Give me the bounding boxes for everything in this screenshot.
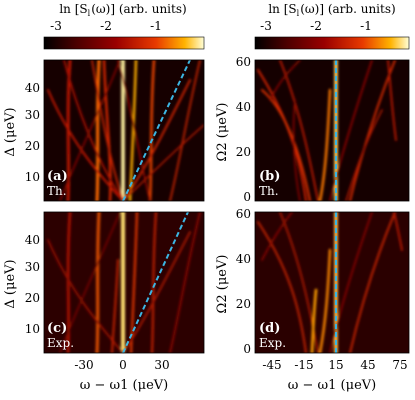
colorbar-left-tick-3: -1 [150, 19, 162, 33]
y-tick-d-20: 20 [236, 297, 251, 311]
colorbar-right: ln [Sl(ω)] (arb. units) -3 -2 -1 [254, 2, 410, 50]
y-tick-b-20: 20 [236, 145, 251, 159]
x-tick-right-15: 15 [328, 358, 343, 372]
left-xlabel: ω − ω1 (μeV) [80, 378, 168, 393]
panel-d-tag: (d) [259, 321, 280, 336]
colorbar-left-gradient [43, 36, 205, 50]
y-tick-a-20: 20 [25, 139, 40, 153]
panel-d-heatmap [255, 212, 409, 353]
y-tick-b-0: 0 [243, 190, 251, 204]
x-tick-left-minus30: -30 [74, 358, 93, 372]
y-tick-c-10: 10 [25, 322, 40, 336]
y-tick-d-40: 40 [236, 252, 251, 266]
colorbar-left-tick-1: -3 [50, 19, 62, 33]
y-tick-d-0: 0 [243, 342, 251, 356]
panel-a-heatmap [44, 60, 204, 201]
panel-c-tag: (c) [47, 321, 67, 336]
panel-b-frame [254, 59, 410, 202]
panel-c-heatmap [44, 212, 204, 353]
y-tick-a-40: 40 [25, 81, 40, 95]
y-tick-c-20: 20 [25, 291, 40, 305]
panel-c: (c) Exp. [43, 211, 205, 354]
x-tick-left-0: 0 [119, 358, 127, 372]
y-tick-c-40: 40 [25, 233, 40, 247]
panel-a-tag: (a) [47, 169, 68, 184]
y-tick-c-30: 30 [25, 260, 40, 274]
panel-b-heatmap [255, 60, 409, 201]
x-tick-right-75: 75 [392, 358, 407, 372]
x-tick-right-45: 45 [360, 358, 375, 372]
right-x-ticks: -45 -15 15 45 75 [262, 358, 407, 372]
panel-a: (a) Th. [43, 59, 205, 202]
panel-b: (b) Th. [254, 59, 410, 202]
y-tick-a-10: 10 [25, 170, 40, 184]
y-tick-b-60: 60 [236, 55, 251, 69]
left-y-ticks-bottom: 10 20 30 40 [25, 233, 40, 336]
panel-d-source: Exp. [259, 336, 286, 350]
colorbar-right-tick-1: -3 [260, 19, 272, 33]
panel-a-ylabel: Δ (μeV) [3, 107, 18, 156]
y-tick-a-30: 30 [25, 108, 40, 122]
colorbar-right-tick-2: -2 [310, 19, 322, 33]
panel-d-frame [254, 211, 410, 354]
x-tick-right-minus15: -15 [294, 358, 313, 372]
panel-a-source: Th. [47, 184, 67, 198]
panel-a-frame [43, 59, 205, 202]
panel-d-ylabel: Ω2 (μeV) [215, 255, 230, 314]
panel-b-source: Th. [259, 184, 279, 198]
x-tick-left-30: 30 [154, 358, 169, 372]
colorbar-right-label: ln [Sl(ω)] (arb. units) [268, 2, 395, 18]
colorbar-right-tick-3: -1 [360, 19, 372, 33]
panel-c-source: Exp. [47, 336, 74, 350]
x-tick-right-minus45: -45 [262, 358, 281, 372]
right-y-ticks-top: 0 20 40 60 [236, 55, 251, 204]
panel-b-tag: (b) [259, 169, 280, 184]
colorbar-left-label: ln [Sl(ω)] (arb. units) [59, 2, 186, 18]
y-tick-b-40: 40 [236, 100, 251, 114]
right-xlabel: ω − ω1 (μeV) [288, 378, 376, 393]
panel-b-ylabel: Ω2 (μeV) [215, 103, 230, 162]
panel-c-frame [43, 211, 205, 354]
left-x-ticks: -30 0 30 [74, 358, 169, 372]
colorbar-left-tick-2: -2 [100, 19, 112, 33]
panel-c-dashed-line [122, 211, 189, 354]
panel-a-dashed-line [122, 59, 191, 202]
colorbar-right-gradient [254, 36, 410, 50]
right-y-ticks-bottom: 0 20 40 60 [236, 207, 251, 356]
left-y-ticks-top: 10 20 30 40 [25, 81, 40, 184]
colorbar-left: ln [Sl(ω)] (arb. units) -3 -2 -1 [43, 2, 205, 50]
y-tick-d-60: 60 [236, 207, 251, 221]
panel-c-ylabel: Δ (μeV) [3, 259, 18, 308]
panel-d: (d) Exp. [254, 211, 410, 354]
